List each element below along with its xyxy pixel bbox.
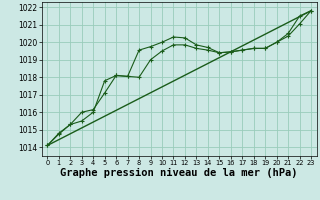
X-axis label: Graphe pression niveau de la mer (hPa): Graphe pression niveau de la mer (hPa) [60,168,298,178]
